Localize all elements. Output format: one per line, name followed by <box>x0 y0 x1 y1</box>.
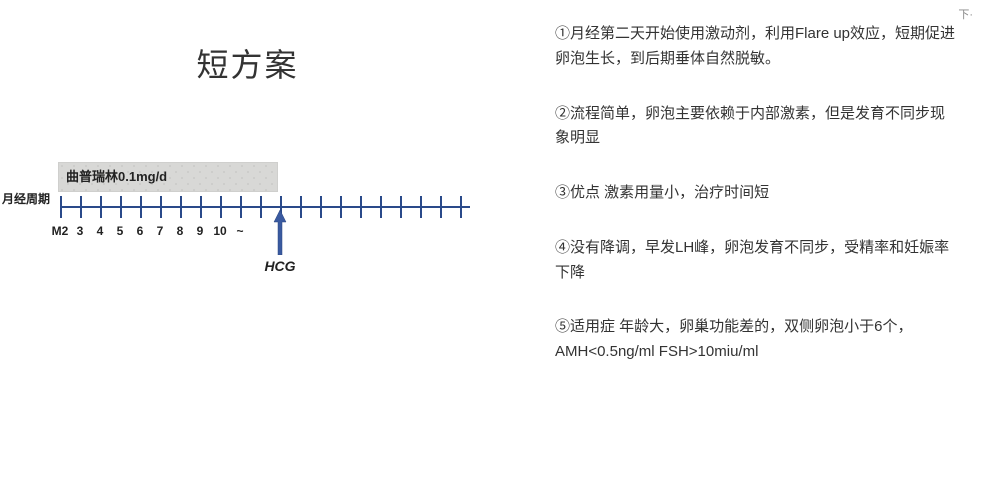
tick <box>460 196 462 218</box>
tick <box>260 196 262 218</box>
left-panel: 短方案 曲普瑞林0.1mg/d 月经周期 M2345678910~ HCG <box>0 0 535 500</box>
tick-label: 9 <box>190 224 210 238</box>
tick-label: ~ <box>230 224 250 238</box>
tick <box>100 196 102 218</box>
timeline-axis: M2345678910~ HCG <box>60 196 490 236</box>
tick <box>220 196 222 218</box>
tick-label: 6 <box>130 224 150 238</box>
timeline-diagram: 曲普瑞林0.1mg/d 月经周期 M2345678910~ HCG <box>60 196 490 236</box>
tick <box>160 196 162 218</box>
tick <box>420 196 422 218</box>
point-item: ④没有降调，早发LH峰，卵泡发育不同步，受精率和妊娠率下降 <box>555 236 956 286</box>
hcg-label: HCG <box>264 258 295 274</box>
medication-label: 曲普瑞林0.1mg/d <box>66 166 167 185</box>
hcg-arrow-icon <box>272 210 288 255</box>
tick-label: 8 <box>170 224 190 238</box>
tick <box>320 196 322 218</box>
tick <box>300 196 302 218</box>
tick-label: 4 <box>90 224 110 238</box>
tick-label: 10 <box>210 224 230 238</box>
tick <box>240 196 242 218</box>
tick-label: 3 <box>70 224 90 238</box>
axis-label: 月经周期 <box>2 190 50 207</box>
tick <box>400 196 402 218</box>
tick <box>120 196 122 218</box>
tick-label: 7 <box>150 224 170 238</box>
tick <box>180 196 182 218</box>
page-title: 短方案 <box>0 40 535 86</box>
points-list: ①月经第二天开始使用激动剂，利用Flare up效应，短期促进卵泡生长，到后期垂… <box>555 22 956 365</box>
tick <box>60 196 62 218</box>
corner-note: 下· <box>958 6 973 22</box>
tick <box>380 196 382 218</box>
tick-label: M2 <box>50 224 70 238</box>
tick <box>440 196 442 218</box>
point-item: ③优点 激素用量小，治疗时间短 <box>555 181 956 206</box>
tick-labels: M2345678910~ <box>50 224 250 238</box>
tick <box>200 196 202 218</box>
point-item: ⑤适用症 年龄大，卵巢功能差的，双侧卵泡小于6个，AMH<0.5ng/ml FS… <box>555 315 956 365</box>
tick <box>340 196 342 218</box>
tick <box>360 196 362 218</box>
right-panel: ①月经第二天开始使用激动剂，利用Flare up效应，短期促进卵泡生长，到后期垂… <box>535 0 981 500</box>
tick <box>80 196 82 218</box>
point-item: ②流程简单，卵泡主要依赖于内部激素，但是发育不同步现象明显 <box>555 102 956 152</box>
tick-label: 5 <box>110 224 130 238</box>
tick <box>140 196 142 218</box>
point-item: ①月经第二天开始使用激动剂，利用Flare up效应，短期促进卵泡生长，到后期垂… <box>555 22 956 72</box>
